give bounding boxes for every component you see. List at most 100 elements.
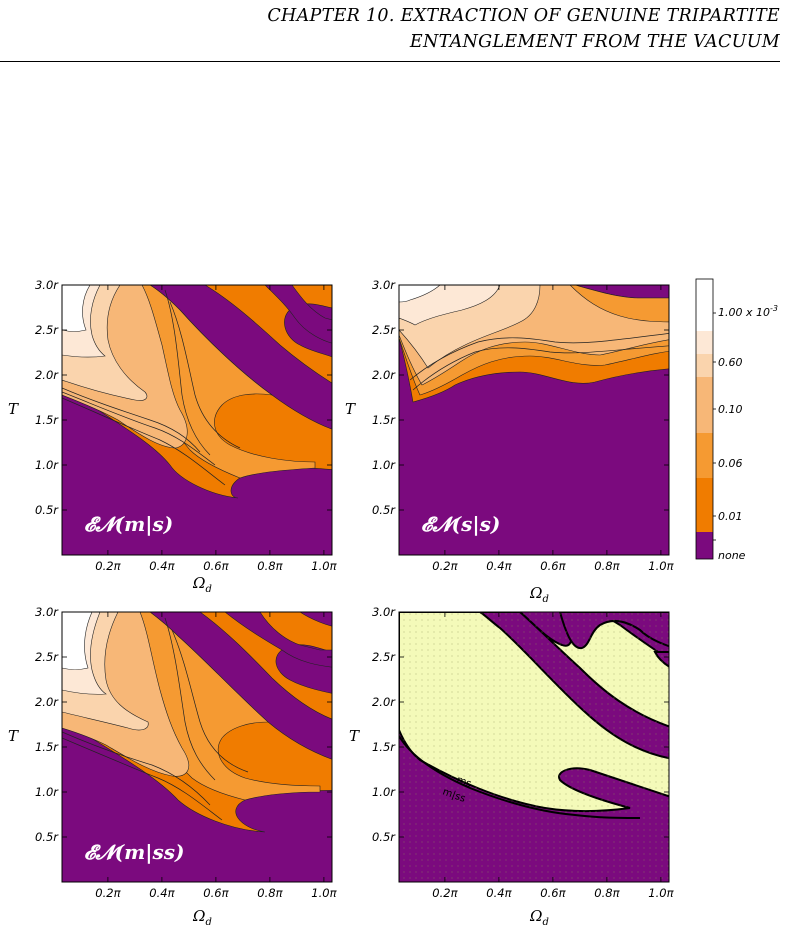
y-axis-label: T [345,400,356,418]
y-tick-label: 1.5r [372,413,396,427]
contour-line [171,629,249,773]
contour-line [62,387,201,453]
y-tick-label: 0.5r [372,503,396,517]
x-tick-label: 0.4π [149,886,175,900]
panel-top-left: 0.2π 0.4π 0.6π 0.8π 1.0π 0.5r 1.0r 1.5r 2.0r 2.5… [8,278,338,595]
x-axis-label: Ωd [529,907,549,928]
x-tick-label: 1.0π [648,559,674,573]
contour-line [62,397,226,486]
contour-line [62,731,211,806]
y-tick-label: 2.0r [35,368,59,382]
y-tick-label: 2.0r [372,695,396,709]
colorbar-label-0-10: 0.10 [718,403,743,416]
y-tick-label: 2.0r [35,695,59,709]
contour-line [412,345,669,391]
colorbar-label-none: none [718,549,746,562]
x-ticks: 0.2π 0.4π 0.6π 0.8π 1.0π [432,285,675,573]
x-tick-label: 0.8π [257,559,283,573]
region-none-lobe [224,612,332,668]
x-tick-label: 1.0π [311,886,337,900]
y-tick-label: 1.5r [35,413,59,427]
x-tick-label: 0.6π [203,886,229,900]
x-axis-label: Ωd [192,907,212,928]
y-tick-label: 0.5r [372,830,396,844]
y-tick-label: 0.5r [35,830,59,844]
annotation-ms: ms [455,774,473,789]
y-tick-label: 1.0r [372,785,396,799]
region-top [62,285,91,332]
x-tick-label: 0.6π [540,559,566,573]
colorbar-label-0-06: 0.06 [718,457,743,470]
x-tick-label: 0.6π [203,559,229,573]
contour-line [164,289,211,456]
y-ticks: 0.5r 1.0r 1.5r 2.0r 2.5r 3.0r [35,605,332,844]
colorbar-label-0-60: 0.60 [718,356,743,369]
colorbar-swatch-none [696,532,713,559]
x-tick-label: 0.2π [95,886,121,900]
contour-line [169,301,241,449]
colorbar-label-0-01: 0.01 [718,510,743,523]
y-tick-label: 3.0r [372,278,396,292]
panel-label: 𝓔𝓝(s|s) [421,512,500,536]
dot-pattern [399,612,669,882]
contour-line [62,391,216,466]
panel-bottom-left: 0.2π 0.4π 0.6π 0.8π 1.0π 0.5r 1.0r 1.5r 2.0r 2.5… [8,605,338,928]
x-axis-label: Ωd [192,574,212,595]
colorbar: 1.00 x 10-3 0.60 0.10 0.06 0.01 none [695,278,778,562]
x-tick-label: 1.0π [648,886,674,900]
y-tick-label: 1.0r [35,458,59,472]
y-tick-label: 1.5r [372,740,396,754]
x-tick-label: 0.8π [594,559,620,573]
y-tick-label: 2.5r [35,650,59,664]
x-axis-label: Ωd [529,584,549,605]
x-ticks: 0.2π 0.4π 0.6π 0.8π 1.0π [95,612,338,900]
running-header-line2: ENTANGLEMENT FROM THE VACUUM [409,32,780,52]
colorbar-swatch-0-10 [696,377,713,433]
region-top [399,285,441,303]
panel-top-right: 0.2π 0.4π 0.6π 0.8π 1.0π 0.5r 1.0r 1.5r 2.0r 2.5… [345,278,675,605]
x-tick-label: 0.6π [540,886,566,900]
colorbar-swatch-0-60 [696,354,713,377]
y-tick-label: 3.0r [372,605,396,619]
region-none-lobe [264,285,332,344]
y-axis-label: T [349,727,360,745]
header-rule [0,61,780,62]
y-tick-label: 2.5r [372,650,396,664]
panel-label: 𝓔𝓝(m|ss) [84,840,185,864]
y-tick-label: 3.0r [35,278,59,292]
y-tick-label: 2.0r [372,368,396,382]
contour-line [399,735,641,819]
x-tick-label: 0.4π [486,559,512,573]
colorbar-swatch-top [696,279,713,331]
y-tick-label: 2.5r [372,323,396,337]
y-ticks: 0.5r 1.0r 1.5r 2.0r 2.5r 3.0r [372,605,669,844]
x-tick-label: 0.2π [432,886,458,900]
x-tick-label: 0.2π [95,559,121,573]
y-tick-label: 3.0r [35,605,59,619]
y-tick-label: 0.5r [35,503,59,517]
y-tick-label: 2.5r [35,323,59,337]
x-tick-label: 1.0π [311,559,337,573]
x-tick-label: 0.4π [486,886,512,900]
x-tick-label: 0.4π [149,559,175,573]
region-top [62,612,93,670]
colorbar-swatch-0-01 [696,478,713,532]
y-ticks: 0.5r 1.0r 1.5r 2.0r 2.5r 3.0r [372,278,669,517]
x-tick-label: 0.2π [432,559,458,573]
contour-line [62,737,223,821]
x-ticks: 0.2π 0.4π 0.6π 0.8π 1.0π [432,612,675,900]
contour-line [409,333,669,381]
colorbar-swatch-0-06 [696,433,713,478]
colorbar-swatch-1e3 [696,331,713,354]
y-axis-label: T [8,400,19,418]
y-ticks: 0.5r 1.0r 1.5r 2.0r 2.5r 3.0r [35,278,332,517]
x-tick-label: 0.8π [257,886,283,900]
colorbar-frame [695,278,714,560]
running-header-line1: CHAPTER 10. EXTRACTION OF GENUINE TRIPAR… [267,6,780,26]
x-ticks: 0.2π 0.4π 0.6π 0.8π 1.0π [95,285,338,573]
panel-bottom-right: 0.2π 0.4π 0.6π 0.8π 1.0π 0.5r 1.0r 1.5r 2.0r 2.5… [349,605,675,928]
y-tick-label: 1.0r [35,785,59,799]
contour-line [164,617,216,781]
colorbar-label-1e3: 1.00 x 10-3 [718,304,778,319]
